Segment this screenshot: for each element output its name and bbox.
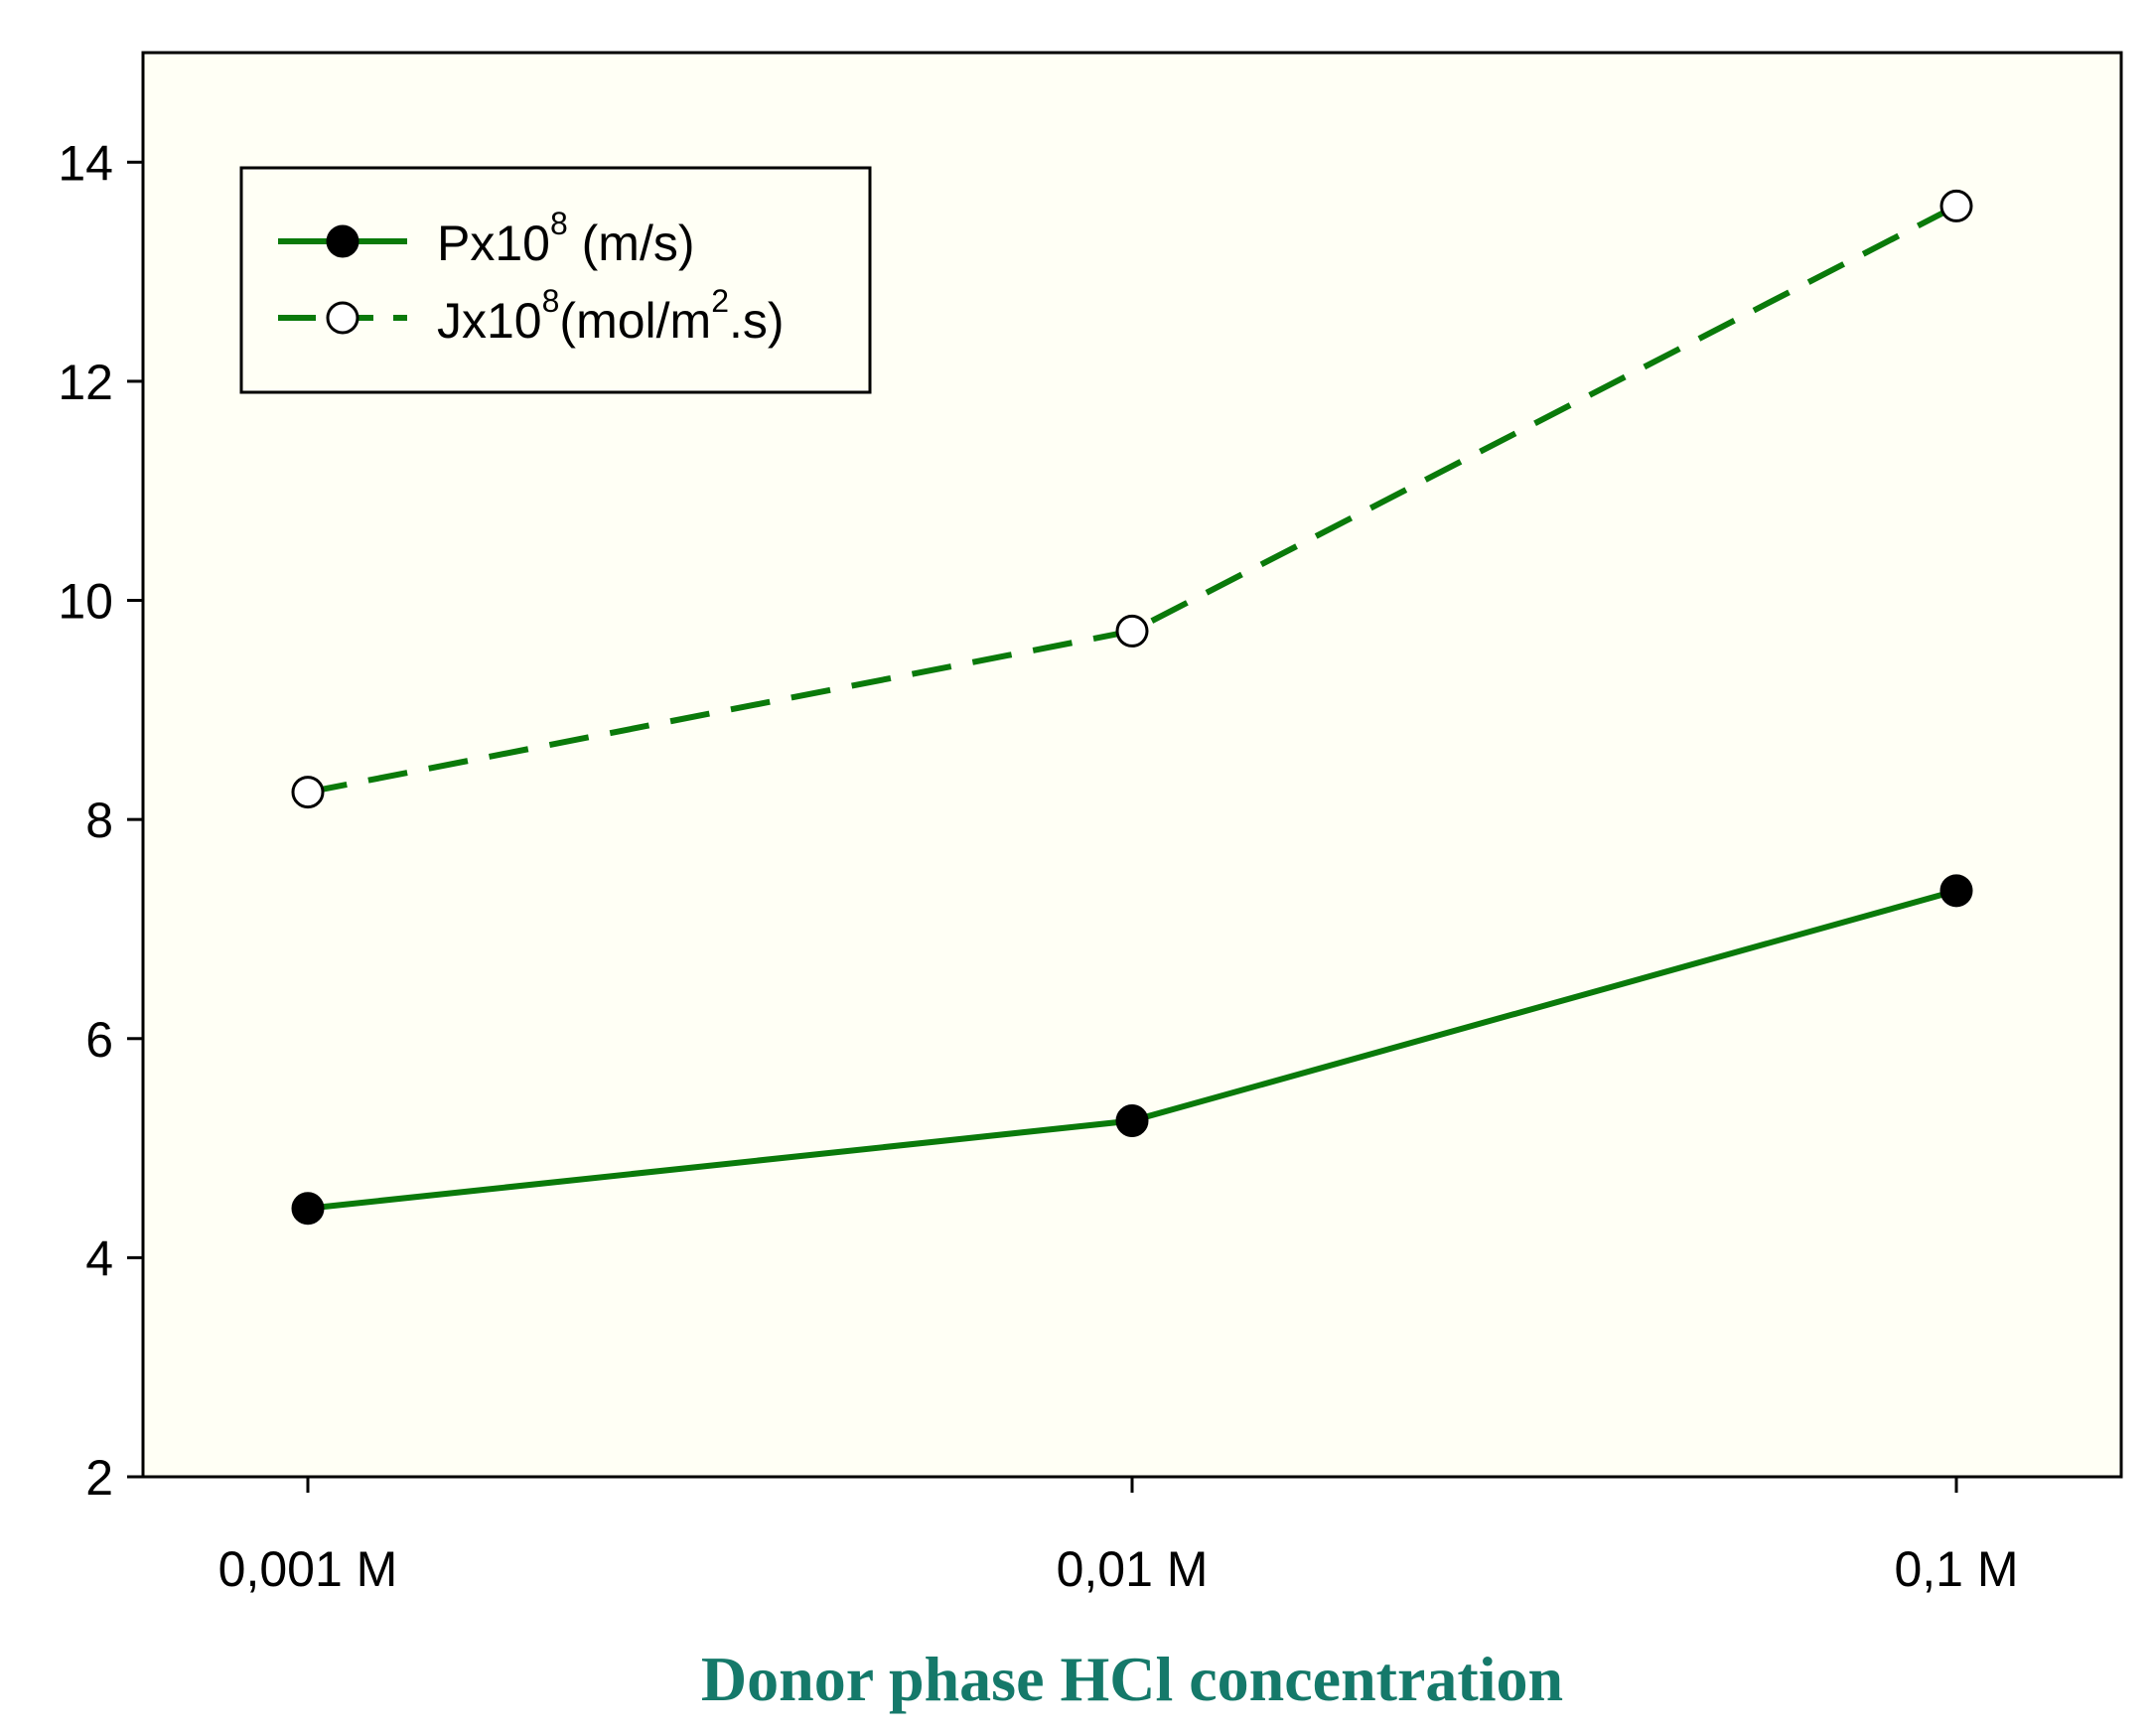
y-tick-label: 8 bbox=[85, 793, 113, 848]
y-tick-label: 4 bbox=[85, 1230, 113, 1286]
y-axis: 2 4 6 8 10 12 14 bbox=[58, 135, 143, 1506]
data-point-jx bbox=[291, 776, 325, 809]
x-axis-title: Donor phase HCl concentration bbox=[701, 1644, 1563, 1714]
series-layer bbox=[291, 189, 1973, 1226]
data-point-px bbox=[291, 1192, 325, 1226]
x-tick-label: 0,01 M bbox=[1057, 1541, 1209, 1597]
plot-area bbox=[141, 51, 2123, 1479]
legend-label-px: Px108 (m/s) bbox=[437, 206, 695, 271]
legend-entry-px: Px108 (m/s) bbox=[278, 206, 695, 271]
y-tick-label: 2 bbox=[85, 1450, 113, 1506]
data-point-px bbox=[1939, 874, 1973, 908]
y-tick-label: 10 bbox=[58, 574, 113, 630]
data-point-jx bbox=[1115, 614, 1149, 648]
legend: Px108 (m/s) Jx108(mol/m2.s) bbox=[239, 166, 872, 394]
x-tick-label: 0,1 M bbox=[1894, 1541, 2018, 1597]
y-tick-label: 14 bbox=[58, 135, 113, 191]
legend-marker-jx bbox=[326, 301, 359, 335]
y-tick-label: 12 bbox=[58, 355, 113, 410]
x-axis: 0,001 M 0,01 M 0,1 M bbox=[218, 1477, 2019, 1597]
data-point-jx bbox=[1939, 189, 1973, 222]
legend-marker-px bbox=[326, 224, 359, 258]
y-tick-label: 6 bbox=[85, 1012, 113, 1068]
x-tick-label: 0,001 M bbox=[218, 1541, 398, 1597]
legend-box bbox=[239, 166, 872, 394]
legend-label-jx: Jx108(mol/m2.s) bbox=[437, 283, 785, 349]
legend-entry-jx: Jx108(mol/m2.s) bbox=[278, 283, 785, 349]
data-point-px bbox=[1115, 1104, 1149, 1137]
